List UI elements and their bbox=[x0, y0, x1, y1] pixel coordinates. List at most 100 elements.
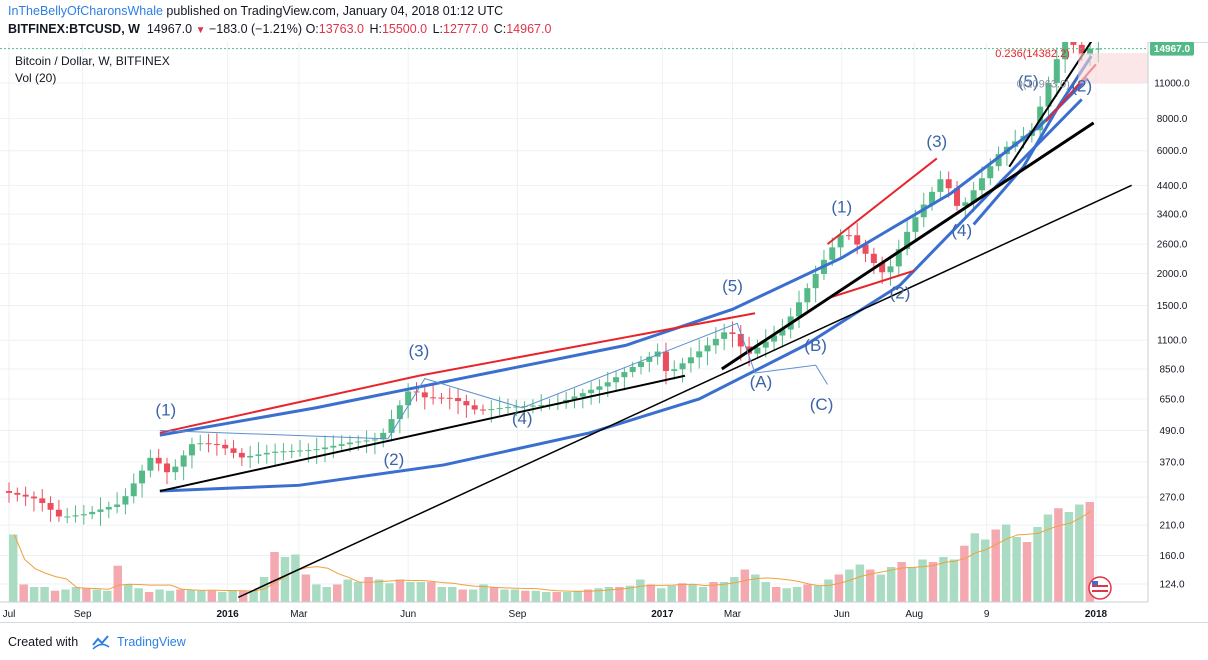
volume-bar bbox=[531, 590, 541, 602]
candle-body bbox=[1062, 42, 1069, 60]
volume-bar bbox=[688, 584, 697, 602]
volume-bar bbox=[353, 582, 363, 602]
candle-body bbox=[197, 443, 204, 445]
volume-bar bbox=[1075, 504, 1084, 602]
candle-body bbox=[862, 244, 869, 254]
tradingview-logo-icon[interactable] bbox=[91, 633, 111, 651]
candle-body bbox=[687, 357, 694, 364]
wave-path bbox=[159, 322, 828, 440]
inner-growth-arc bbox=[972, 55, 1093, 226]
volume-indicator-label: Vol (20) bbox=[15, 71, 56, 85]
candle-body bbox=[613, 377, 620, 383]
volume-bar bbox=[918, 559, 927, 602]
volume-bar bbox=[165, 590, 175, 602]
candle-body bbox=[371, 439, 378, 441]
candle-body bbox=[712, 338, 719, 346]
volume-bar bbox=[333, 584, 342, 602]
last-price: 14967.0 bbox=[146, 22, 193, 36]
candle-body bbox=[496, 408, 503, 410]
candle-body bbox=[837, 235, 844, 248]
candle-body bbox=[64, 516, 71, 518]
candle-body bbox=[47, 503, 54, 510]
volume-bar bbox=[312, 584, 321, 602]
y-tick-label: 3400.0 bbox=[1157, 210, 1188, 221]
wave-label: (C) bbox=[810, 395, 834, 414]
volume-bar bbox=[385, 583, 394, 602]
candle-body bbox=[1087, 48, 1094, 55]
candle-body bbox=[679, 363, 686, 370]
volume-bar bbox=[29, 587, 39, 602]
candle-body bbox=[80, 514, 87, 516]
volume-bar bbox=[521, 590, 530, 602]
volume-bar bbox=[500, 589, 509, 602]
author-link[interactable]: InTheBellyOfCharonsWhale bbox=[8, 4, 163, 18]
candle-body bbox=[962, 202, 969, 206]
candle-body bbox=[696, 351, 703, 358]
candle-body bbox=[488, 409, 495, 411]
candle-body bbox=[438, 397, 445, 399]
candle-body bbox=[89, 511, 96, 515]
x-tick-label: 9 bbox=[984, 609, 990, 620]
published-info: published on TradingView.com, January 04… bbox=[166, 4, 504, 18]
wave-label: (3) bbox=[926, 132, 947, 151]
y-tick-label: 1500.0 bbox=[1157, 301, 1188, 312]
candle-body bbox=[6, 491, 12, 493]
wave-label: (5) bbox=[722, 277, 743, 296]
volume-bar bbox=[9, 534, 18, 602]
y-tick-label: 2600.0 bbox=[1157, 240, 1188, 251]
volume-bar bbox=[92, 589, 102, 602]
volume-bar bbox=[103, 590, 112, 602]
volume-bar bbox=[197, 590, 206, 602]
volume-bar bbox=[1033, 527, 1042, 602]
volume-bar bbox=[604, 587, 614, 602]
price-change: −183.0 (−1.21%) bbox=[208, 22, 303, 36]
candle-body bbox=[155, 457, 162, 464]
volume-bar bbox=[646, 584, 656, 602]
candle-body bbox=[55, 509, 62, 517]
candle-body bbox=[995, 154, 1002, 167]
candle-body bbox=[845, 235, 852, 237]
y-tick-label: 210.0 bbox=[1159, 521, 1184, 532]
candle-body bbox=[621, 372, 628, 378]
y-tick-label: 2000.0 bbox=[1157, 269, 1188, 280]
volume-bar bbox=[803, 584, 812, 602]
plot-background bbox=[0, 42, 1148, 602]
y-tick-label: 4400.0 bbox=[1157, 181, 1188, 192]
candle-body bbox=[529, 405, 536, 407]
candle-body bbox=[737, 333, 744, 347]
lower-growth-arc bbox=[159, 98, 1083, 493]
price-chart[interactable]: (1) (2) (3) (4) (5) (A) (B) (C) (1) (2) (3) (4) (5) (… bbox=[0, 42, 1208, 622]
volume-bar bbox=[928, 562, 938, 602]
y-tick-label: 8000.0 bbox=[1157, 114, 1188, 125]
wave-label: (4) bbox=[951, 221, 972, 240]
volume-bar bbox=[583, 589, 593, 602]
candle-body bbox=[1053, 59, 1060, 83]
red-support-line bbox=[827, 269, 915, 300]
x-tick-label: Mar bbox=[724, 609, 742, 620]
wave-label: (1) bbox=[155, 401, 176, 420]
volume-bar bbox=[489, 587, 499, 602]
candle-body bbox=[305, 450, 312, 452]
flag-icon[interactable] bbox=[1088, 576, 1112, 600]
candle-body bbox=[139, 470, 146, 484]
volume-bar bbox=[782, 588, 791, 602]
candle-body bbox=[330, 445, 337, 448]
candle-body bbox=[895, 249, 902, 267]
candle-body bbox=[729, 332, 736, 334]
volume-bar bbox=[364, 577, 373, 602]
candle-body bbox=[513, 406, 520, 408]
candle-body bbox=[205, 443, 212, 445]
volume-bar bbox=[427, 582, 436, 602]
candle-body bbox=[1078, 44, 1085, 55]
volume-bar bbox=[437, 587, 446, 602]
volume-bar bbox=[657, 588, 666, 602]
volume-bar bbox=[677, 583, 687, 602]
candle-body bbox=[629, 366, 636, 373]
tradingview-link[interactable]: TradingView bbox=[117, 635, 186, 649]
candle-body bbox=[396, 405, 403, 420]
black-long-trendline bbox=[237, 184, 1132, 599]
volume-bars bbox=[9, 502, 1094, 602]
candle-body bbox=[388, 419, 395, 433]
volume-bar bbox=[719, 582, 729, 602]
candle-body bbox=[779, 329, 786, 336]
